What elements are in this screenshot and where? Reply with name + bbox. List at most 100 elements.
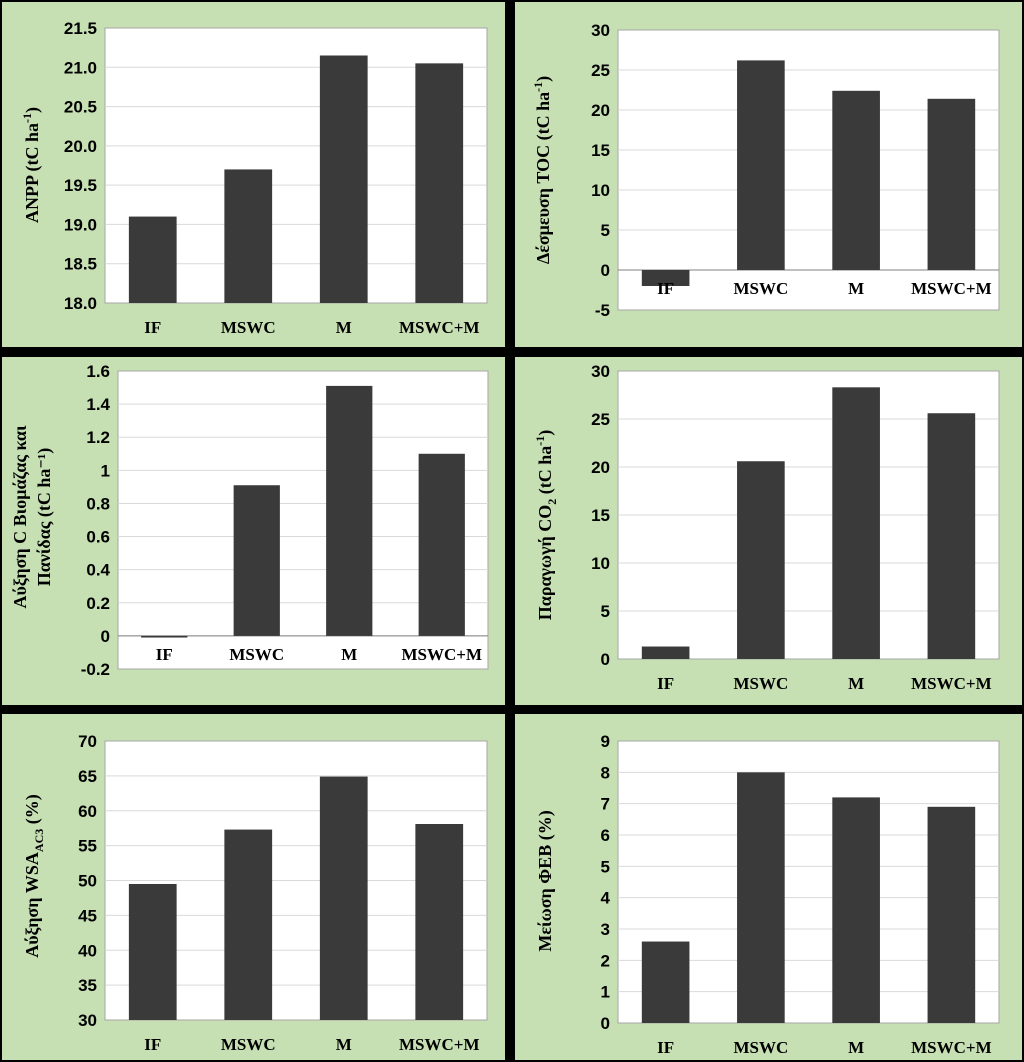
y-tick-label: 0 [601, 261, 610, 280]
x-category-label: MSWC+M [401, 645, 482, 664]
chart-svg-anpp: 18.0 18.5 19.0 19.5 20.0 20.5 21.0 21.5 IF MSWC M M… [20, 19, 488, 337]
bar-mswc-plus-m [927, 413, 976, 659]
y-tick-label: 10 [591, 181, 610, 200]
y-label-main: Δέσμευση TOC (tC ha [533, 92, 554, 264]
y-label-main: Αύξηση WSA [22, 852, 43, 958]
y-tick-label: 1.4 [86, 395, 110, 414]
chart-svg-toc: -5 0 5 10 15 20 25 30 IF MSWC M MSWC+M Δέσμευση TOC … [531, 21, 1000, 320]
y-tick-label: 5 [601, 857, 610, 876]
y-tick-label: 30 [591, 21, 610, 40]
y-axis-label-line: Αύξηση C Βιομάζας και [10, 425, 31, 609]
y-label-superscript: -1 [20, 113, 34, 123]
x-category-label: IF [657, 279, 674, 298]
x-category-label: M [848, 279, 864, 298]
y-tick-label: 0 [601, 650, 610, 669]
y-tick-label: 0.2 [86, 594, 110, 613]
bar-mswc [224, 829, 273, 1020]
y-tick-label: 21.5 [64, 19, 97, 38]
x-category-label: MSWC [733, 279, 788, 298]
y-tick-label: 1 [601, 983, 610, 1002]
y-tick-label: 20 [591, 458, 610, 477]
y-tick-label: 55 [78, 837, 97, 856]
y-label-main: Παραγωγή CO [535, 505, 555, 620]
bar-mswc [737, 461, 785, 659]
x-category-label: MSWC [229, 645, 284, 664]
chart-svg-feb: 0 1 2 3 4 5 6 7 8 9 IF MSWC M MSWC+M Μείωση ΦΕΒ (%) [535, 732, 1000, 1057]
bar-m [832, 387, 880, 659]
y-tick-label: 4 [601, 889, 611, 908]
bar-if [141, 635, 188, 638]
chart-panel-anpp: 18.0 18.5 19.0 19.5 20.0 20.5 21.0 21.5 IF MSWC M M… [2, 2, 505, 347]
y-label-superscript: -1 [531, 82, 545, 92]
bar-if [641, 646, 690, 659]
chart-panel-biomass: -0.2 0 0.2 0.4 0.6 0.8 1 1.2 1.4 1.6 IF MSWC M MSWC+M… [2, 357, 505, 705]
y-tick-label: 65 [78, 767, 97, 786]
bar-if [641, 270, 690, 286]
y-tick-label: 25 [591, 61, 610, 80]
chart-panel-co2: 0 5 10 15 20 25 30 IF MSWC M MSWC+M Παραγωγή CO2 (t… [515, 357, 1022, 705]
y-tick-label: 8 [601, 763, 610, 782]
x-category-label: MSWC+M [911, 279, 992, 298]
y-tick-label: 5 [601, 221, 610, 240]
x-category-label: IF [144, 318, 161, 337]
y-tick-label: 0.8 [86, 494, 110, 513]
bar-m [832, 797, 880, 1023]
chart-panel-wsa: 30 35 40 45 50 55 60 65 70 IF MSWC M MSWC+M Αύξηση WS… [2, 714, 505, 1060]
bar-if [641, 941, 690, 1023]
y-tick-label: 40 [78, 941, 97, 960]
y-label-end: ) [535, 430, 556, 436]
x-category-label: MSWC [221, 318, 276, 337]
y-tick-label: 21.0 [64, 58, 97, 77]
x-category-label: MSWC+M [911, 1038, 992, 1057]
x-category-label: M [336, 318, 352, 337]
y-label-end: ) [533, 76, 554, 82]
y-label-main: Μείωση ΦΕΒ (%) [535, 810, 556, 951]
bar-if [128, 883, 177, 1020]
y-axis-label: ANPP (tC ha-1) [20, 107, 43, 223]
y-tick-label: 0 [601, 1014, 610, 1033]
y-tick-label: 20.0 [64, 137, 97, 156]
bar-mswc [737, 772, 785, 1023]
y-tick-label: 15 [591, 506, 610, 525]
y-tick-label: 50 [78, 872, 97, 891]
y-axis-label: Αύξηση C Βιομάζας και Πανίδας (tC ha⁻¹) [10, 425, 55, 609]
bar-mswc [233, 485, 280, 636]
bar-mswc [737, 60, 785, 271]
bar-m [326, 385, 373, 636]
x-category-label: MSWC [221, 1035, 276, 1054]
x-category-label: M [848, 674, 864, 693]
bar-m [319, 55, 368, 303]
y-axis-label-text: Μείωση ΦΕΒ (%) [535, 810, 556, 951]
y-tick-label: 15 [591, 141, 610, 160]
y-axis-label: Δέσμευση TOC (tC ha-1) [531, 76, 554, 264]
x-category-label: M [848, 1038, 864, 1057]
bar-if [128, 216, 177, 303]
bar-m [319, 776, 368, 1020]
y-tick-label: 1.6 [86, 362, 110, 381]
y-tick-label: 10 [591, 554, 610, 573]
chart-svg-wsa: 30 35 40 45 50 55 60 65 70 IF MSWC M MSWC+M Αύξηση WS… [22, 732, 488, 1054]
y-tick-label: 60 [78, 802, 97, 821]
y-axis-label: Αύξηση WSAAC3 (%) [22, 794, 46, 958]
x-category-label: MSWC+M [399, 318, 480, 337]
y-tick-label: 25 [591, 410, 610, 429]
y-tick-label: -5 [595, 301, 610, 320]
bar-mswc-plus-m [415, 824, 464, 1020]
y-label-subscript: 2 [545, 499, 559, 505]
chart-panel-feb: 0 1 2 3 4 5 6 7 8 9 IF MSWC M MSWC+M Μείωση ΦΕΒ (%) [515, 714, 1022, 1060]
bar-mswc-plus-m [927, 98, 976, 270]
y-label-main: ANPP (tC ha [22, 123, 43, 223]
y-tick-label: 19.5 [64, 176, 97, 195]
chart-panel-toc: -5 0 5 10 15 20 25 30 IF MSWC M MSWC+M Δέσμευση TOC … [515, 2, 1022, 347]
x-category-label: IF [156, 645, 173, 664]
bar-m [832, 90, 880, 270]
y-tick-label: 5 [601, 602, 610, 621]
y-tick-label: 18.5 [64, 255, 97, 274]
y-label-mid: (tC ha [535, 446, 556, 499]
y-label-mid: (%) [22, 794, 43, 829]
y-tick-label: 1.2 [86, 428, 110, 447]
y-tick-label: 0.6 [86, 528, 110, 547]
y-axis-label-text: Δέσμευση TOC (tC ha-1) [531, 76, 554, 264]
y-label-superscript: -1 [533, 436, 547, 446]
x-category-label: MSWC [733, 674, 788, 693]
